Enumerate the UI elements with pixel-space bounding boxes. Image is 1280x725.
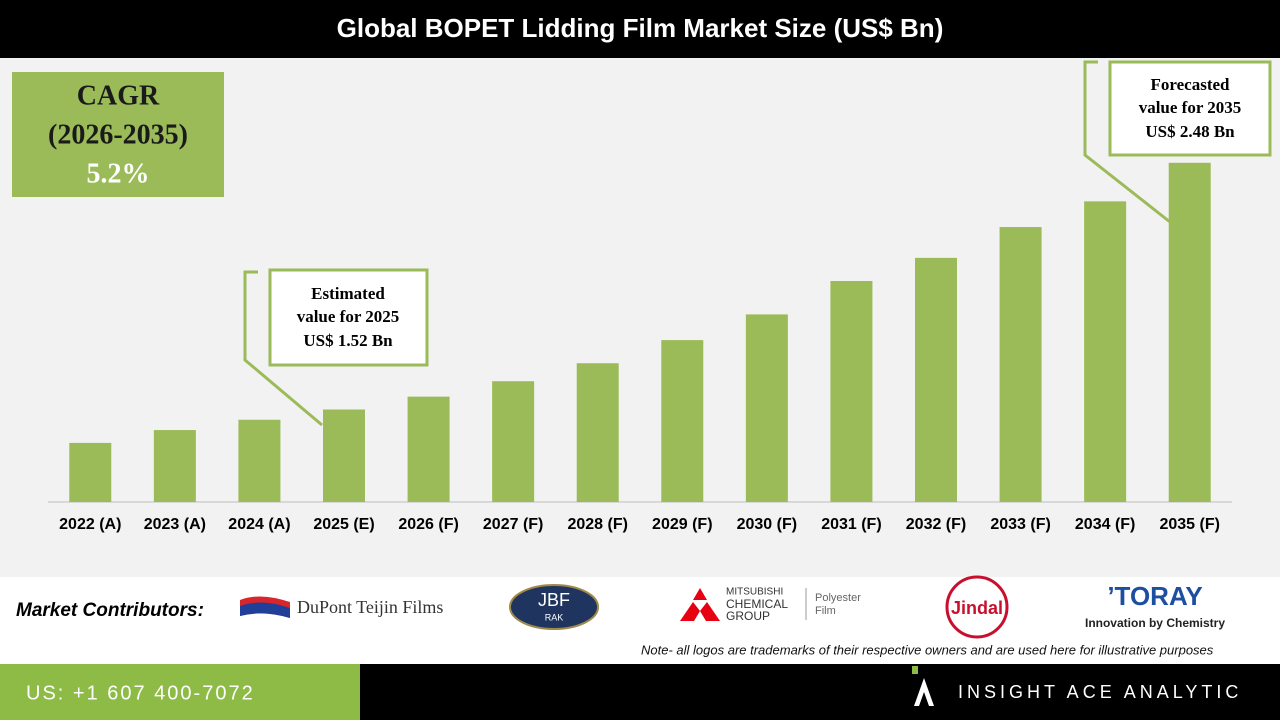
x-tick-label: 2024 (A) [228, 516, 290, 533]
x-tick-label: 2034 (F) [1075, 516, 1135, 533]
bar [915, 257, 957, 502]
logo-text: Innovation by Chemistry [1085, 616, 1225, 630]
x-tick-label: 2033 (F) [990, 516, 1050, 533]
logo-text: GROUP [726, 609, 770, 623]
x-tick-label: 2032 (F) [906, 516, 966, 533]
logo-text: Film [815, 605, 836, 617]
bar [745, 314, 788, 502]
mitsubishi-icon [680, 588, 720, 621]
x-tick-label: 2027 (F) [483, 516, 543, 533]
bar [576, 363, 619, 502]
x-tick-label: 2030 (F) [737, 516, 797, 533]
bar [407, 396, 450, 502]
logo-text: JBF [538, 590, 570, 610]
bar [999, 227, 1042, 502]
x-tick-label: 2025 (E) [313, 516, 374, 533]
callout-text: Estimated [311, 284, 385, 303]
bar [1168, 162, 1211, 502]
logo-text: CHEMICAL [726, 597, 788, 611]
logo-text: Polyester [815, 592, 861, 604]
footer-phone-bg [0, 664, 360, 720]
cagr-period: (2026-2035) [48, 119, 188, 150]
x-tick-label: 2029 (F) [652, 516, 712, 533]
callout-pointer [243, 270, 323, 427]
callout-box [268, 268, 429, 367]
dupont-icon [240, 602, 290, 618]
callout-text: Forecasted [1151, 75, 1231, 94]
company-icon [912, 666, 918, 674]
jbf-logo [509, 584, 599, 630]
jindal-logo [945, 575, 1009, 639]
x-tick-label: 2026 (F) [398, 516, 458, 533]
callout-pointer [1083, 60, 1171, 224]
callout-text: US$ 1.52 Bn [303, 331, 393, 350]
x-tick-label: 2035 (F) [1159, 516, 1219, 533]
bar [238, 419, 281, 502]
cagr-label: CAGR [77, 80, 160, 111]
bars: 2022 (A) 2023 (A) 2024 (A) 2025 (E) 2026 (F)… [59, 162, 1220, 533]
bar [1084, 201, 1127, 502]
x-tick-label: 2022 (A) [59, 516, 121, 533]
callout-box [1108, 60, 1272, 157]
cagr-box [12, 72, 224, 197]
company: INSIGHT ACE ANALYTIC [958, 682, 1242, 702]
bar [830, 281, 873, 502]
bar [69, 442, 112, 502]
footer-bg [360, 664, 1280, 720]
callout-text: US$ 2.48 Bn [1145, 122, 1235, 141]
company-icon [914, 678, 934, 706]
title: Global BOPET Lidding Film Market Size (U… [337, 13, 944, 43]
x-tick-label: 2023 (A) [144, 516, 206, 533]
callout-text: value for 2025 [297, 307, 400, 326]
logo-text: ’TORAY [1107, 581, 1202, 611]
logo-text: MITSUBISHI [726, 587, 783, 598]
cagr-value: 5.2% [87, 158, 150, 189]
logo-text: RAK [545, 612, 564, 622]
contributors-label: Market Contributors: [16, 600, 204, 621]
phone: US: +1 607 400-7072 [26, 682, 255, 704]
callout-text: value for 2035 [1139, 98, 1242, 117]
title-bar [0, 0, 1280, 58]
bar [661, 340, 704, 502]
logo-text: DuPont Teijin Films [297, 597, 443, 617]
bar [323, 409, 365, 502]
x-tick-label: 2031 (F) [821, 516, 881, 533]
logo-text: Jindal [951, 598, 1003, 618]
bar [153, 430, 196, 502]
note: Note- all logos are trademarks of their … [641, 642, 1214, 657]
bar [492, 381, 535, 502]
x-tick-label: 2028 (F) [567, 516, 627, 533]
